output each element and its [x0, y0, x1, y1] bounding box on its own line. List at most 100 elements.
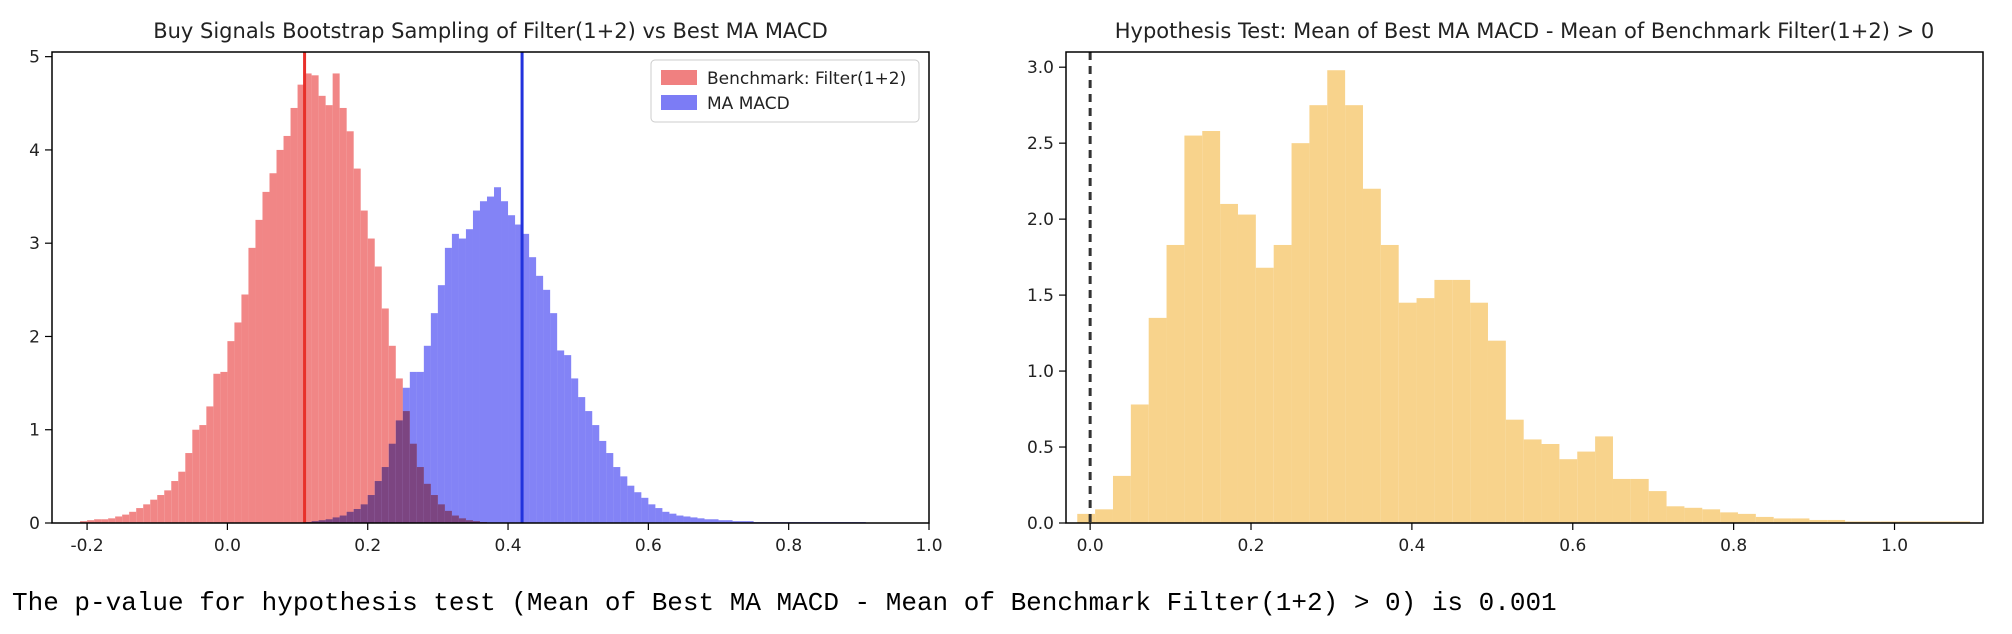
histogram-bar — [437, 285, 445, 523]
histogram-bar — [627, 485, 635, 523]
histogram-bar — [1452, 279, 1471, 523]
histogram-bar — [1291, 143, 1310, 523]
histogram-bar — [360, 210, 368, 524]
histogram-bar — [479, 201, 487, 523]
chart-title: Hypothesis Test: Mean of Best MA MACD - … — [1115, 19, 1935, 43]
histogram-bar — [87, 520, 95, 523]
histogram-bar — [367, 238, 375, 523]
histogram-bar — [571, 378, 579, 523]
histogram-bar — [353, 509, 361, 523]
histogram-bar — [690, 517, 698, 523]
histogram-bar — [451, 233, 459, 524]
histogram-bar — [1702, 509, 1721, 523]
legend: Benchmark: Filter(1+2) MA MACD — [650, 59, 920, 123]
histogram-bar — [1755, 516, 1774, 523]
histogram-bar — [508, 215, 516, 523]
histogram-bar — [318, 520, 326, 523]
histogram-bar — [381, 308, 389, 523]
histogram-bar — [332, 517, 340, 523]
histogram-bar — [557, 350, 565, 523]
histogram-bar — [662, 511, 670, 523]
histogram-bar — [676, 515, 684, 523]
y-tick-label: 2.5 — [1027, 134, 1054, 154]
histogram-bar — [241, 294, 249, 523]
histogram-bar — [346, 511, 354, 523]
histogram-bar — [101, 519, 109, 523]
y-tick-label: 3 — [29, 234, 40, 254]
x-tick-label: 1.0 — [1881, 536, 1908, 556]
histogram-bar — [199, 425, 207, 523]
histogram-bar — [94, 519, 102, 523]
histogram-bar — [1612, 478, 1631, 523]
legend-swatch — [661, 70, 697, 85]
histogram-bar — [1416, 298, 1435, 523]
histogram-bar — [515, 224, 523, 523]
histogram-bar — [578, 397, 586, 523]
histogram-bar — [381, 467, 389, 523]
histogram-bar — [248, 247, 256, 523]
histogram-bar — [746, 521, 754, 523]
histogram-bar — [444, 247, 452, 523]
histogram-bar — [669, 513, 677, 523]
x-tick-label: 0.8 — [775, 536, 802, 556]
histogram-bar — [367, 495, 375, 523]
histogram-bar — [220, 371, 228, 523]
histogram-bar — [655, 508, 663, 523]
histogram-bar — [458, 238, 466, 523]
histogram-bar — [311, 75, 319, 523]
y-tick-label: 0 — [29, 514, 40, 534]
histogram-bar — [1952, 521, 1971, 523]
histogram-bar — [409, 371, 417, 523]
histogram-bar — [227, 341, 235, 523]
histogram-bar — [1380, 244, 1399, 523]
histogram-bar — [1166, 244, 1185, 523]
y-tick-label: 4 — [29, 141, 40, 161]
histogram-bar — [80, 521, 88, 523]
histogram-bar — [1202, 131, 1221, 523]
y-tick-label: 2 — [29, 327, 40, 347]
histogram-bar — [739, 521, 747, 523]
histogram-bar — [1505, 419, 1524, 523]
chart-title: Buy Signals Bootstrap Sampling of Filter… — [153, 19, 828, 43]
histogram-bar — [1112, 475, 1131, 523]
histogram-bar — [1327, 70, 1346, 523]
series-ma-macd — [304, 187, 866, 524]
histogram-bar — [164, 490, 172, 523]
histogram-bar — [150, 499, 158, 523]
y-tick-label: 1 — [29, 421, 40, 441]
histogram-bar — [290, 107, 298, 524]
histogram-bar — [136, 508, 144, 523]
histogram-bar — [529, 257, 537, 523]
histogram-bar — [1434, 279, 1453, 523]
histogram-bar — [157, 495, 165, 523]
histogram-bar — [1595, 436, 1613, 523]
histogram-bar — [543, 289, 551, 523]
histogram-bar — [1773, 518, 1792, 523]
histogram-bar — [1845, 521, 1863, 523]
histogram-bar — [115, 516, 123, 523]
histogram-bar — [178, 471, 186, 523]
histogram-bar — [1630, 478, 1649, 523]
histogram-bar — [423, 345, 431, 523]
histogram-bar — [1791, 518, 1810, 523]
histogram-bar — [1898, 521, 1917, 523]
histogram-bar — [206, 406, 214, 523]
histogram-bar — [697, 518, 705, 523]
x-tick-label: 1.0 — [915, 536, 942, 556]
histogram-bar — [536, 275, 544, 523]
histogram-bar — [1720, 512, 1738, 523]
histogram-bar — [192, 429, 200, 523]
histogram-bar — [725, 520, 733, 523]
legend-label: MA MACD — [707, 94, 790, 114]
histogram-bar — [388, 345, 396, 523]
histogram-bar — [1398, 302, 1417, 523]
x-tick-label: 0.0 — [1077, 536, 1104, 556]
histogram-bar — [599, 440, 607, 523]
histogram-bar — [374, 481, 382, 523]
histogram-bar — [1862, 521, 1881, 523]
histogram-bar — [1934, 521, 1953, 523]
histogram-bar — [1916, 521, 1935, 523]
histogram-bar — [213, 373, 221, 523]
x-tick-label: 0.4 — [495, 536, 522, 556]
p-value-output-text: The p-value for hypothesis test (Mean of… — [12, 588, 1557, 618]
